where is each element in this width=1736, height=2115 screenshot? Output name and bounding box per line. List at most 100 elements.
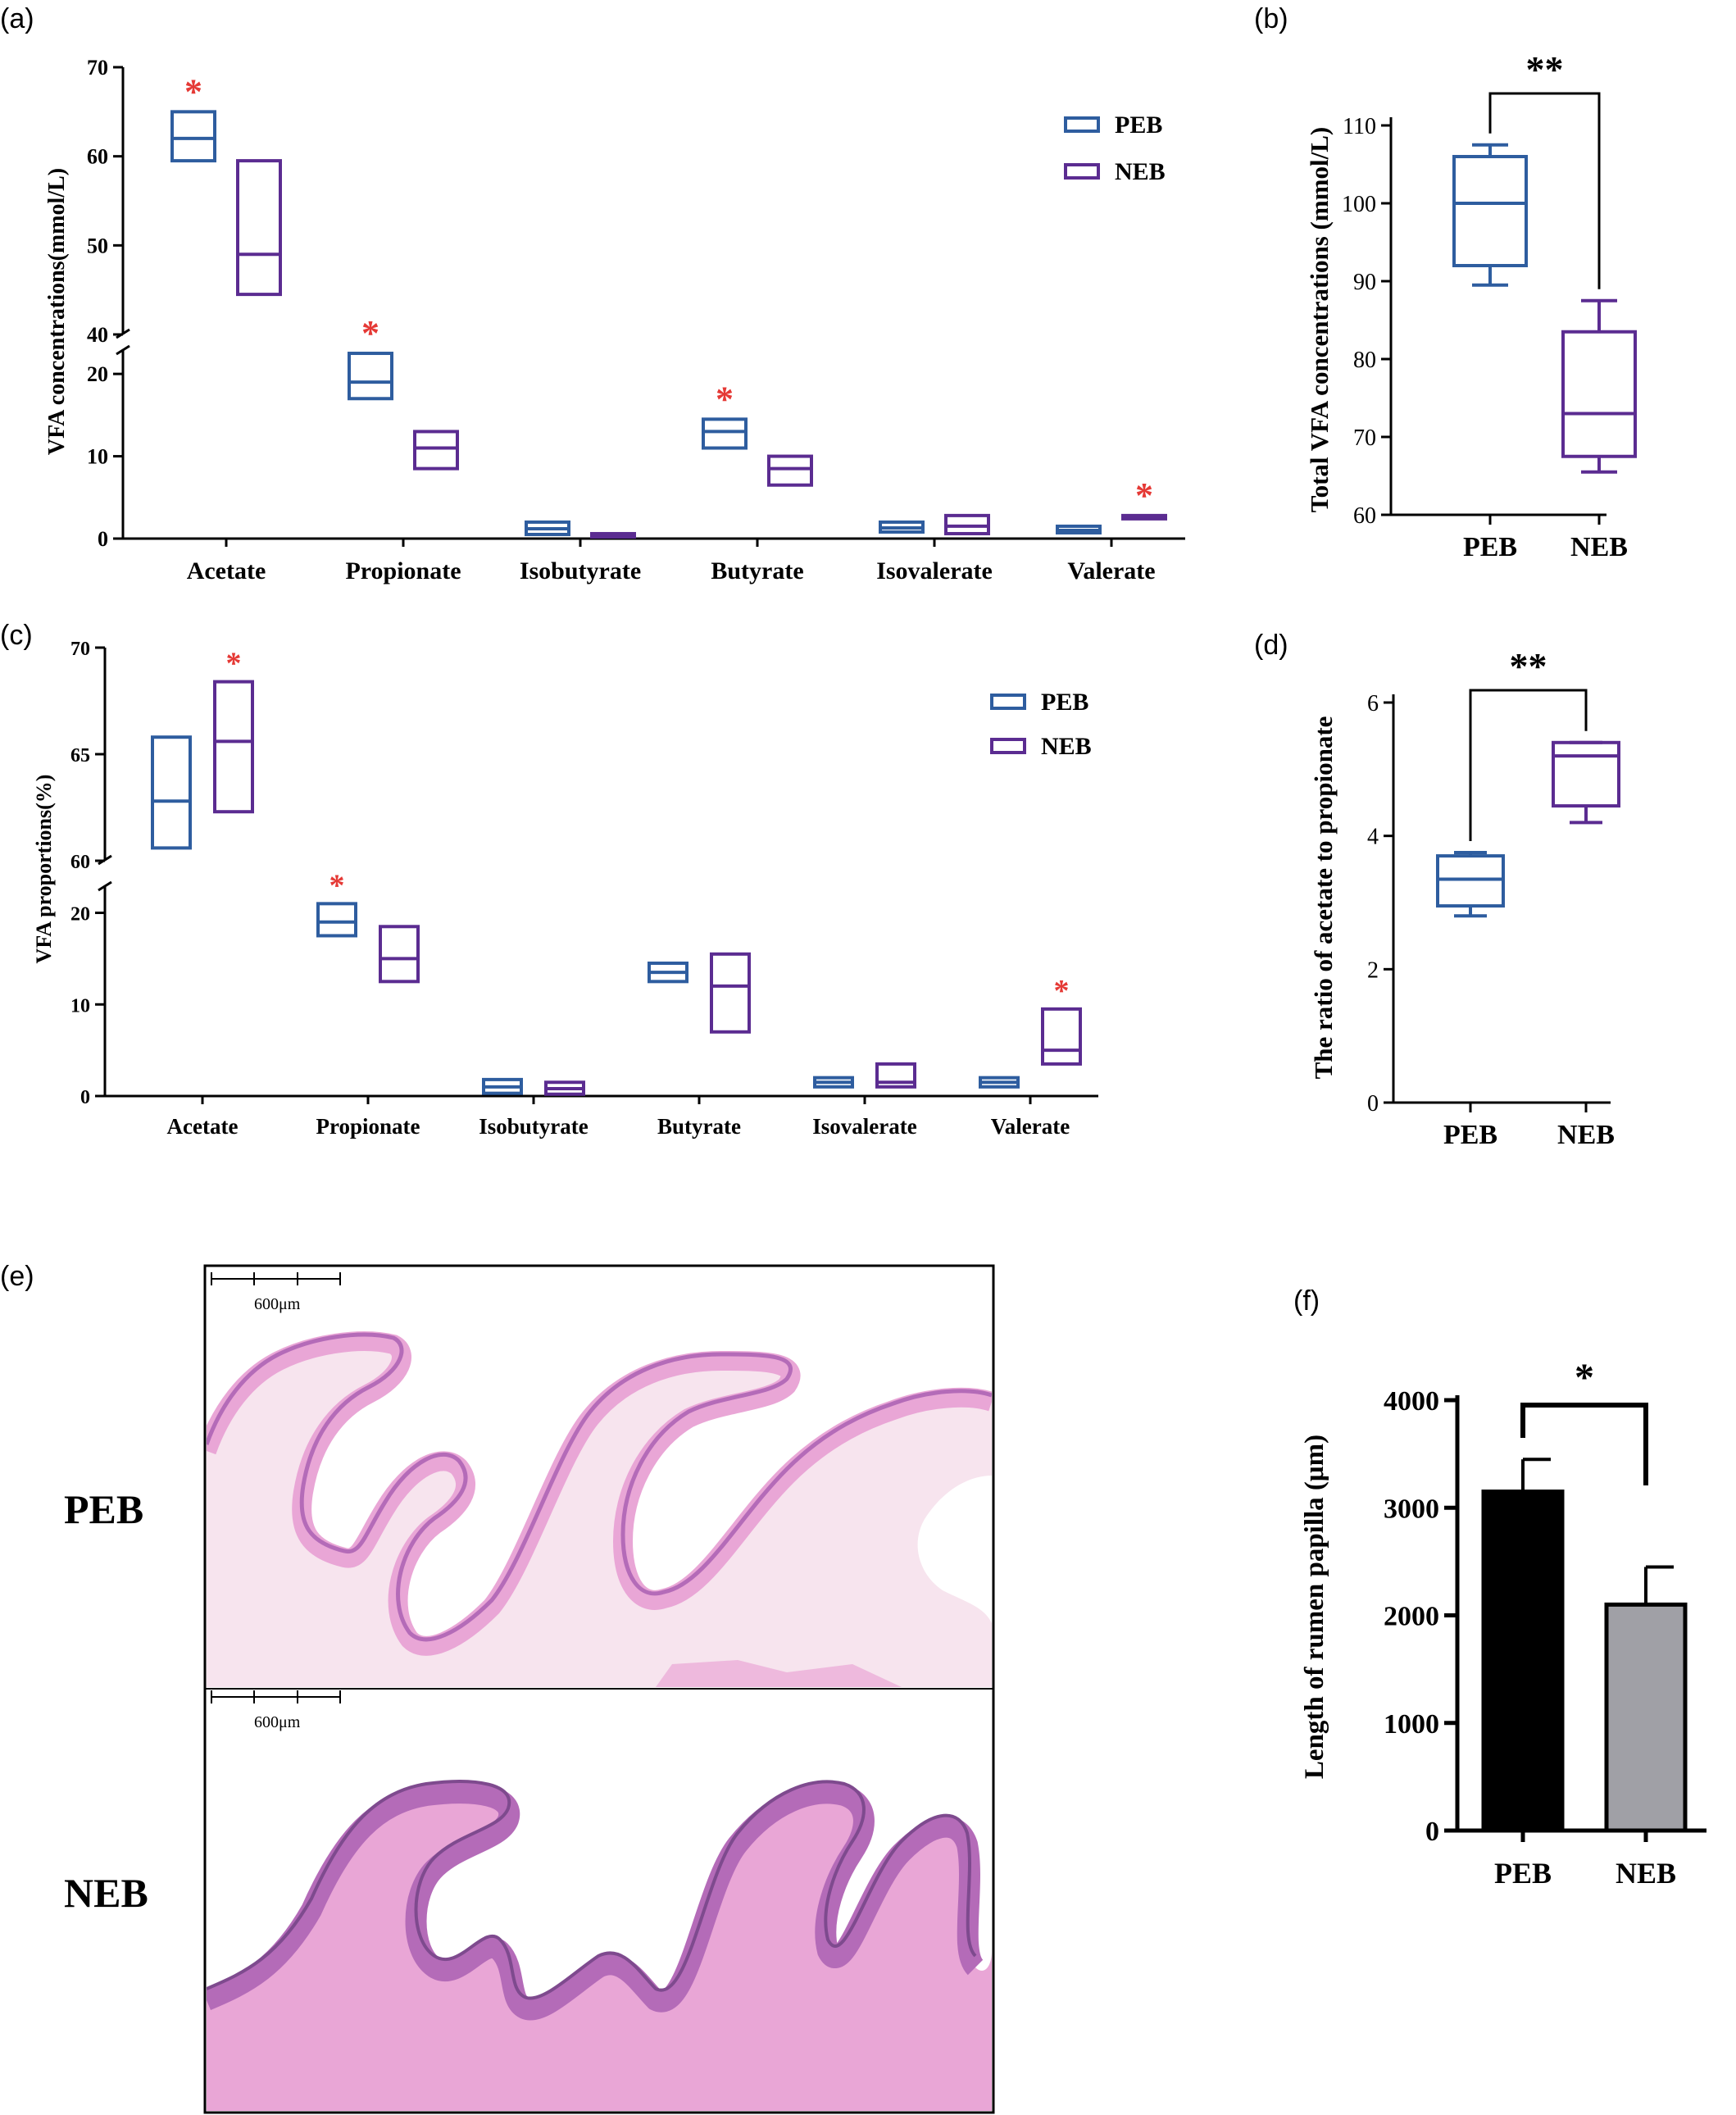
panel-f-ylabel: Length of rumen papilla (μm) xyxy=(1300,1435,1329,1779)
y-tick-label: 50 xyxy=(87,234,108,257)
y-tick-label: 60 xyxy=(1353,503,1376,529)
significance-star: * xyxy=(329,868,345,903)
x-tick-label: Isovalerate xyxy=(876,557,993,584)
significance-star: * xyxy=(226,647,242,681)
x-tick-label: Propionate xyxy=(345,557,461,584)
panel-a-label: (a) xyxy=(0,3,34,34)
x-tick-label: NEB xyxy=(1570,532,1628,562)
axis-break-mark xyxy=(98,880,112,892)
y-tick-label: 2000 xyxy=(1384,1602,1439,1632)
x-tick-label: Butyrate xyxy=(711,557,803,584)
axis-break-mark xyxy=(116,344,130,356)
significance-star: * xyxy=(716,379,734,419)
panel-a-ylabel: VFA concentrations(mmol/L) xyxy=(44,168,70,455)
box-neb xyxy=(236,159,282,297)
box-neb xyxy=(213,680,254,814)
panel-c-ylabel: VFA proportions(%) xyxy=(32,775,56,964)
x-tick-label: Isobutyrate xyxy=(520,557,641,584)
legend-label-peb: PEB xyxy=(1115,111,1162,139)
y-tick-label: 65 xyxy=(70,745,90,766)
y-tick-label: 40 xyxy=(87,323,108,347)
legend-label-peb: PEB xyxy=(1041,689,1088,716)
y-tick-label: 20 xyxy=(87,362,108,386)
significance-star: * xyxy=(1054,974,1070,1008)
y-tick-label: 0 xyxy=(1425,1817,1439,1847)
y-tick-label: 60 xyxy=(70,852,90,873)
x-tick-label: Valerate xyxy=(991,1114,1070,1139)
significance-marker: ** xyxy=(1526,48,1564,90)
panel-d-label: (d) xyxy=(1254,630,1288,661)
scale-bar-neb xyxy=(211,1690,341,1703)
x-tick-label: Acetate xyxy=(167,1114,239,1139)
panel-b-ylabel: Total VFA concentrations (mmol/L) xyxy=(1305,127,1334,512)
y-tick-label: 10 xyxy=(70,995,90,1017)
panel-c-legend: PEB NEB xyxy=(990,689,1092,760)
significance-marker: * xyxy=(1575,1356,1594,1399)
legend-swatch-neb xyxy=(1064,163,1100,180)
x-tick-label: Isobutyrate xyxy=(479,1114,589,1139)
x-tick-label: Isovalerate xyxy=(812,1114,916,1139)
x-tick-label: Valerate xyxy=(1067,557,1155,584)
y-tick-label: 80 xyxy=(1353,348,1376,373)
panel-a-boxes: * * * * xyxy=(170,71,1167,539)
x-tick-label: PEB xyxy=(1463,532,1517,562)
panel-c-label: (c) xyxy=(0,620,33,651)
box-peb xyxy=(702,417,748,450)
significance-marker: ** xyxy=(1510,645,1547,687)
x-tick-label: Acetate xyxy=(187,557,266,584)
panel-b-axes: 60 70 80 90 100 110 PEB NEB xyxy=(1342,114,1628,562)
panel-b: (b) Total VFA concentrations (mmol/L) 60… xyxy=(1254,3,1637,562)
x-tick-label: Propionate xyxy=(316,1114,420,1139)
panel-d-ylabel: The ratio of acetate to propionate xyxy=(1309,716,1338,1080)
y-tick-label: 110 xyxy=(1343,114,1376,139)
x-tick-label: PEB xyxy=(1494,1857,1552,1890)
tissue-image-peb xyxy=(207,1267,992,1687)
box-neb xyxy=(1552,740,1620,808)
scale-text-neb: 600μm xyxy=(254,1713,301,1731)
panel-d: (d) The ratio of acetate to propionate 0… xyxy=(1254,630,1620,1150)
y-tick-label: 1000 xyxy=(1384,1709,1439,1740)
significance-bracket xyxy=(1520,1403,1648,1485)
box-peb xyxy=(316,902,357,938)
box-neb xyxy=(1561,330,1637,458)
y-tick-label: 60 xyxy=(87,145,108,169)
y-tick-label: 0 xyxy=(80,1087,90,1108)
panel-b-label: (b) xyxy=(1254,3,1288,34)
box-peb xyxy=(151,735,192,850)
box-neb xyxy=(413,430,459,471)
panel-d-axes: 0 2 4 6 PEB NEB xyxy=(1367,691,1615,1150)
panel-a: (a) VFA concentrations(mmol/L) 0 10 20 40 50… xyxy=(0,3,1185,584)
bar-peb xyxy=(1481,1490,1565,1833)
y-tick-label: 0 xyxy=(1367,1091,1379,1117)
box-neb xyxy=(875,1062,916,1089)
y-tick-label: 4 xyxy=(1367,825,1379,850)
scale-text-peb: 600μm xyxy=(254,1295,301,1313)
panel-a-axes: 0 10 20 40 50 60 70 Acetate Propionate Isobutyrat… xyxy=(87,56,1185,584)
box-peb xyxy=(348,352,393,401)
legend-swatch-neb xyxy=(990,738,1026,754)
y-tick-label: 100 xyxy=(1342,192,1376,217)
legend-swatch-peb xyxy=(990,694,1026,710)
panel-e: (e) 600μm xyxy=(0,1261,995,2114)
panel-e-label: (e) xyxy=(0,1261,34,1292)
box-neb xyxy=(379,925,420,984)
row-label-neb: NEB xyxy=(64,1870,148,1916)
significance-bracket xyxy=(1488,92,1601,289)
y-tick-label: 70 xyxy=(87,56,108,80)
x-tick-label: NEB xyxy=(1557,1120,1615,1150)
x-tick-label: NEB xyxy=(1616,1857,1676,1890)
box-neb xyxy=(1041,1007,1082,1066)
box-neb xyxy=(767,454,813,487)
y-tick-label: 70 xyxy=(70,639,90,660)
panel-a-legend: PEB NEB xyxy=(1064,111,1166,185)
bar-neb xyxy=(1604,1602,1688,1833)
panel-c-boxes: * * * xyxy=(151,647,1082,1096)
panel-c-axes: 0 10 20 60 65 70 Acetate Propionate Isobutyrate B… xyxy=(70,639,1098,1139)
y-tick-label: 2 xyxy=(1367,957,1379,983)
panel-f: (f) Length of rumen papilla (μm) 0 1000 20… xyxy=(1293,1285,1706,1890)
panel-c: (c) VFA proportions(%) 0 10 20 60 65 70 Acetat… xyxy=(0,620,1098,1139)
panel-f-bars: * xyxy=(1481,1356,1688,1833)
tissue-image-neb xyxy=(207,1690,992,2111)
legend-label-neb: NEB xyxy=(1041,733,1092,760)
